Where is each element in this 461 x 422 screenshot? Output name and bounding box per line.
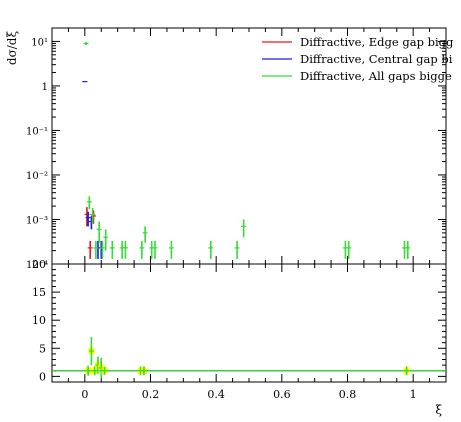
legend-label: Diffractive, Edge gap bigg <box>300 35 454 49</box>
data-point <box>149 240 155 259</box>
y-tick-label: 10⁻³ <box>26 215 48 226</box>
data-point <box>119 240 125 259</box>
data-point <box>241 219 247 238</box>
data-point <box>208 240 214 259</box>
x-axis-label: ξ <box>435 403 442 417</box>
y-tick-label: 10⁻⁴ <box>26 260 48 271</box>
data-point <box>83 41 89 46</box>
ratio-y-axis: 0 5 10 15 20 <box>32 258 446 383</box>
ratio-panel: 0 5 10 15 20 0 0.2 0.4 0.6 0.8 1 ξ <box>32 258 447 417</box>
ratio-series-layer <box>52 337 446 379</box>
data-point <box>168 240 174 259</box>
data-point <box>96 221 102 243</box>
y-axis-label: dσ/dξ <box>5 31 19 66</box>
y-tick-label: 10⁻¹ <box>26 126 48 137</box>
data-point <box>93 240 99 259</box>
data-point <box>109 240 115 259</box>
data-point <box>86 196 92 210</box>
x-tick-label: 0.8 <box>339 388 357 401</box>
data-point <box>402 240 408 259</box>
data-point <box>85 211 91 227</box>
x-tick-label: 0.2 <box>142 388 160 401</box>
x-tick-label: 0.4 <box>207 388 225 401</box>
y-tick-label: 10¹ <box>31 37 48 48</box>
data-point <box>405 240 411 259</box>
data-point <box>139 240 145 259</box>
main-panel: 10⁻⁴ 10⁻³ 10⁻² 10⁻¹ 1 10¹ Diffractive, Edge g… <box>5 27 454 271</box>
x-tick-label: 0 <box>81 388 88 401</box>
data-point <box>87 240 93 259</box>
data-point <box>122 240 128 259</box>
x-tick-label: 0.6 <box>273 388 291 401</box>
legend-label: Diffractive, All gaps bigge <box>300 69 452 83</box>
ratio-point <box>88 337 95 366</box>
y-tick-label: 1 <box>42 82 48 93</box>
y-tick-label: 20 <box>32 258 46 271</box>
y-tick-label: 10⁻² <box>26 171 48 182</box>
y-tick-label: 0 <box>39 370 46 383</box>
main-y-axis: 10⁻⁴ 10⁻³ 10⁻² 10⁻¹ 1 10¹ <box>26 28 447 271</box>
data-point <box>142 226 148 243</box>
data-point <box>90 208 96 224</box>
legend-label: Diffractive, Central gap bi <box>300 52 453 66</box>
data-point <box>346 240 352 259</box>
main-series-layer <box>82 41 411 259</box>
legend: Diffractive, Edge gap bigg Diffractive, C… <box>262 35 454 83</box>
data-point <box>234 240 240 259</box>
y-tick-label: 10 <box>32 314 46 327</box>
ratio-panel-frame <box>51 263 447 383</box>
x-tick-label: 1 <box>410 388 417 401</box>
data-point <box>103 229 109 251</box>
y-tick-label: 15 <box>32 286 46 299</box>
data-point <box>99 240 105 259</box>
x-axis: 0 0.2 0.4 0.6 0.8 1 <box>51 264 447 401</box>
data-point <box>152 240 158 259</box>
y-tick-label: 5 <box>39 342 46 355</box>
